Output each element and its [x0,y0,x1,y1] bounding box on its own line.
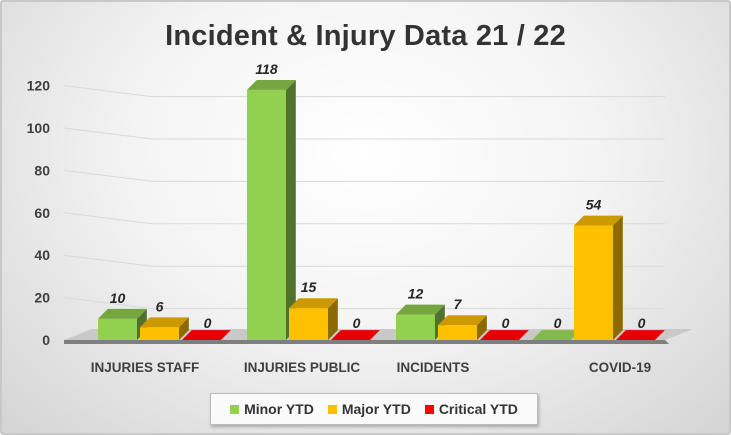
data-label: 0 [554,315,562,331]
bar-side [179,317,189,340]
data-label: 0 [353,315,361,331]
data-label: 0 [204,315,212,331]
gridline [63,212,153,225]
data-label: 10 [110,290,126,306]
x-tick-label: INJURIES PUBLIC [244,360,361,375]
bar [331,330,380,340]
bar [532,330,581,340]
bar [574,215,623,340]
bar-top [438,315,487,326]
bar [396,304,445,340]
chart-floor-edge [64,340,669,344]
bar-top [532,330,581,340]
bar-top [616,330,665,340]
legend-label-minor: Minor YTD [244,401,314,417]
bar [247,79,296,340]
bar [98,308,147,340]
bar-top [140,317,189,328]
x-tick-label: INCIDENTS [397,360,470,375]
chart-legend: Minor YTD Major YTD Critical YTD [210,393,538,425]
bar-top [289,298,338,309]
bar [140,317,189,340]
bar-top [574,215,623,226]
gridline [63,127,153,140]
y-tick-label: 0 [42,332,50,348]
bar-side [613,215,623,340]
data-label: 0 [638,315,646,331]
gridline [63,297,153,310]
bar-top [98,308,147,319]
y-tick-label: 120 [27,78,51,94]
legend-swatch-critical [424,404,434,414]
legend-label-major: Major YTD [341,401,411,417]
bar [289,298,338,340]
x-tick-label: INJURIES STAFF [91,360,200,375]
bar [182,330,231,340]
legend-swatch-minor [230,404,240,414]
data-label: 118 [255,61,278,77]
bar-top [247,79,296,90]
bar-front [574,225,613,340]
legend-item-critical: Critical YTD [424,401,518,417]
bar [480,330,529,340]
bar-top [182,330,231,340]
bar-side [286,79,296,340]
gridline [63,85,153,98]
legend-swatch-major [327,404,337,414]
legend-item-major: Major YTD [327,401,411,417]
bar-front [396,314,435,340]
legend-item-minor: Minor YTD [230,401,314,417]
chart-title: Incident & Injury Data 21 / 22 [165,20,566,52]
bar-front [438,325,477,340]
bar-top [396,304,445,315]
bar-front [98,318,137,340]
bar [438,315,487,340]
y-tick-label: 40 [34,247,50,263]
data-label: 15 [301,279,317,295]
bar-front [247,89,286,340]
bar-side [328,298,338,340]
x-tick-label: COVID-19 [589,360,651,375]
bar-top [480,330,529,340]
y-tick-label: 80 [34,162,50,178]
data-label: 12 [408,286,424,302]
gridline [63,254,153,267]
data-label: 6 [156,298,164,314]
y-tick-label: 60 [34,205,50,221]
bar [616,330,665,340]
y-tick-label: 20 [34,290,50,306]
bar-front [140,327,179,340]
bar-top [331,330,380,340]
bar-side [477,315,487,340]
y-tick-label: 100 [27,120,51,136]
data-label: 7 [454,296,463,312]
data-label: 0 [502,315,510,331]
data-label: 54 [586,197,602,213]
legend-label-critical: Critical YTD [438,401,518,417]
bar-front [289,308,328,340]
gridline [63,169,153,182]
